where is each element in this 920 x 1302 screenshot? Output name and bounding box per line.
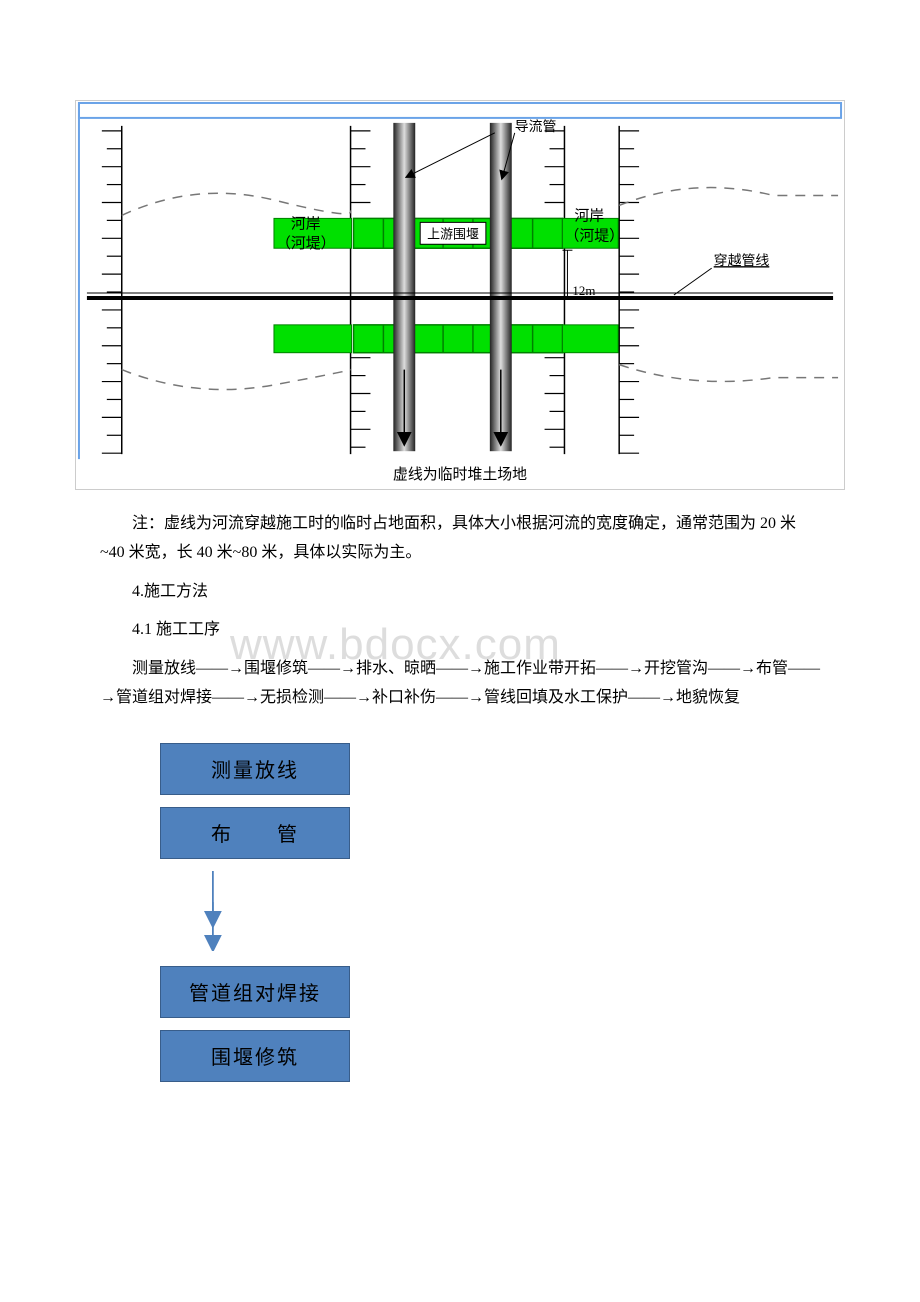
flow-box-cofferdam: 围堰修筑 <box>160 1030 350 1082</box>
bank-right-label1: 河岸 <box>574 207 604 224</box>
crossing-label: 穿越管线 <box>714 253 770 269</box>
dimension-12m: 12m <box>562 250 595 298</box>
note-text: 注：虚线为河流穿越施工时的临时占地面积，具体大小根据河流的宽度确定，通常范围为 … <box>100 510 820 568</box>
right-inner-hatch <box>545 126 565 454</box>
bank-left-label1: 河岸 <box>291 215 321 232</box>
cofferdam-label: 上游围堰 <box>427 226 479 241</box>
flow-label: 测量放线 <box>211 754 299 783</box>
flow-arrow-icon <box>200 871 240 951</box>
diagram-svg: 上游围堰 导流管 12m 河岸 （河堤） 河岸 （河堤） 穿越管线 虚线为临时堆… <box>76 101 844 489</box>
flow-label: 围堰修筑 <box>211 1041 299 1070</box>
lower-cofferdam <box>274 325 618 353</box>
flow-box-measure: 测量放线 <box>160 743 350 795</box>
section-4: 4.施工方法 <box>100 578 820 607</box>
bank-right-label2: （河堤） <box>564 227 624 244</box>
flow-label: 布 管 <box>211 818 299 847</box>
flow-box-layout: 布 管 <box>160 807 350 859</box>
bank-left-label2: （河堤） <box>276 235 336 252</box>
left-inner-hatch <box>351 126 371 454</box>
right-outer-hatch <box>619 126 639 454</box>
diagram-caption: 虚线为临时堆土场地 <box>393 466 527 483</box>
flow-label: 管道组对焊接 <box>189 977 321 1006</box>
flowchart: 测量放线 布 管 管道组对焊接 围堰修筑 <box>160 743 860 1082</box>
section-4-1: 4.1 施工工序 <box>100 616 820 645</box>
guide-pipe-label: 导流管 <box>515 119 557 135</box>
svg-text:12m: 12m <box>572 283 595 298</box>
river-crossing-diagram: 上游围堰 导流管 12m 河岸 （河堤） 河岸 （河堤） 穿越管线 虚线为临时堆… <box>75 100 845 490</box>
flow-box-weld: 管道组对焊接 <box>160 966 350 1018</box>
process-text: 测量放线——→围堰修筑——→排水、晾晒——→施工作业带开拓——→开挖管沟——→布… <box>100 655 820 713</box>
left-outer-hatch <box>102 126 122 454</box>
